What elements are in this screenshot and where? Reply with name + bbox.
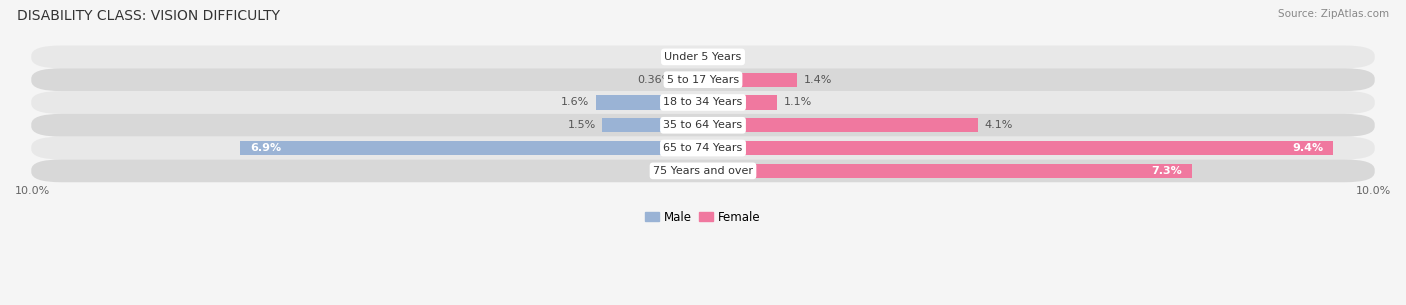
- Text: 1.1%: 1.1%: [783, 98, 811, 107]
- Legend: Male, Female: Male, Female: [641, 206, 765, 228]
- Text: 1.6%: 1.6%: [561, 98, 589, 107]
- Text: 0.0%: 0.0%: [710, 52, 738, 62]
- FancyBboxPatch shape: [31, 114, 1375, 137]
- FancyBboxPatch shape: [31, 45, 1375, 68]
- Text: 35 to 64 Years: 35 to 64 Years: [664, 120, 742, 130]
- Text: DISABILITY CLASS: VISION DIFFICULTY: DISABILITY CLASS: VISION DIFFICULTY: [17, 9, 280, 23]
- Text: Source: ZipAtlas.com: Source: ZipAtlas.com: [1278, 9, 1389, 19]
- Text: 18 to 34 Years: 18 to 34 Years: [664, 98, 742, 107]
- Text: 0.36%: 0.36%: [637, 75, 672, 85]
- Bar: [703, 118, 977, 132]
- Text: 0.0%: 0.0%: [668, 52, 696, 62]
- Bar: [703, 73, 797, 87]
- Text: 1.5%: 1.5%: [568, 120, 596, 130]
- FancyBboxPatch shape: [31, 68, 1375, 91]
- Text: 65 to 74 Years: 65 to 74 Years: [664, 143, 742, 153]
- FancyBboxPatch shape: [31, 160, 1375, 182]
- Text: 0.0%: 0.0%: [668, 166, 696, 176]
- FancyBboxPatch shape: [31, 137, 1375, 160]
- Bar: [703, 164, 1192, 178]
- Text: 5 to 17 Years: 5 to 17 Years: [666, 75, 740, 85]
- Text: 75 Years and over: 75 Years and over: [652, 166, 754, 176]
- Bar: [602, 118, 703, 132]
- Text: 1.4%: 1.4%: [804, 75, 832, 85]
- Text: Under 5 Years: Under 5 Years: [665, 52, 741, 62]
- Text: 9.4%: 9.4%: [1292, 143, 1323, 153]
- Bar: [679, 73, 703, 87]
- Bar: [596, 95, 703, 109]
- Bar: [240, 141, 703, 155]
- FancyBboxPatch shape: [31, 91, 1375, 114]
- Text: 6.9%: 6.9%: [250, 143, 281, 153]
- Text: 4.1%: 4.1%: [984, 120, 1012, 130]
- Text: 7.3%: 7.3%: [1152, 166, 1182, 176]
- Bar: [703, 141, 1333, 155]
- Bar: [703, 95, 776, 109]
